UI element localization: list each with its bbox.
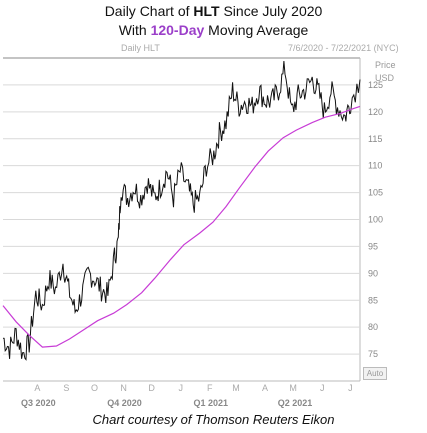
x-axis-ticks: A S O N D J F M A M J J Q3 2020 Q4 2020 Q1 2021 Q2 2021 xyxy=(21,383,353,408)
y-tick-label-95: 95 xyxy=(368,241,378,251)
chart-title-line2: With 120-Day Moving Average xyxy=(118,22,309,38)
series-layer xyxy=(2,61,361,361)
ma-120-line xyxy=(2,105,361,348)
month-tick-1: S xyxy=(63,383,69,393)
month-tick-3: N xyxy=(120,383,127,393)
month-tick-8: A xyxy=(262,383,268,393)
month-tick-2: O xyxy=(91,383,98,393)
ma-label: 120-Day xyxy=(150,22,205,38)
month-tick-5: J xyxy=(178,383,183,393)
y-tick-label-120: 120 xyxy=(368,107,383,117)
month-tick-9: M xyxy=(289,383,297,393)
auto-scale-button[interactable]: Auto xyxy=(363,367,387,380)
series-label: Daily HLT xyxy=(121,43,160,53)
y-axis-ticks: 75 80 85 90 95 100 105 110 115 120 125 xyxy=(368,80,383,359)
y-tick-label-75: 75 xyxy=(368,349,378,359)
y-tick-label-85: 85 xyxy=(368,295,378,305)
y-tick-label-90: 90 xyxy=(368,268,378,278)
y-axis-label-price: Price xyxy=(375,60,396,70)
chart-credit: Chart courtesy of Thomson Reuters Eikon xyxy=(92,412,335,427)
y-tick-label-80: 80 xyxy=(368,322,378,332)
month-tick-11: J xyxy=(348,383,353,393)
y-tick-label-125: 125 xyxy=(368,80,383,90)
y-tick-label-115: 115 xyxy=(368,134,382,144)
y-axis-label-usd: USD xyxy=(375,73,395,83)
quarter-tick-2: Q1 2021 xyxy=(193,398,228,408)
month-tick-6: F xyxy=(207,383,213,393)
y-tick-label-105: 105 xyxy=(368,188,383,198)
quarter-tick-3: Q2 2021 xyxy=(278,398,313,408)
date-range-label: 7/6/2020 - 7/22/2021 (NYC) xyxy=(288,43,399,53)
month-tick-4: D xyxy=(148,383,155,393)
quarter-tick-1: Q4 2020 xyxy=(107,398,142,408)
month-tick-7: M xyxy=(232,383,240,393)
quarter-tick-0: Q3 2020 xyxy=(21,398,56,408)
grid-lines xyxy=(3,57,361,382)
month-tick-0: A xyxy=(34,383,40,393)
chart-title-line1: Daily Chart of HLT Since July 2020 xyxy=(104,3,323,19)
y-tick-label-110: 110 xyxy=(368,161,382,171)
hlt-price-line xyxy=(2,61,361,361)
month-tick-10: J xyxy=(320,383,325,393)
ticker-label: HLT xyxy=(193,3,220,19)
y-tick-label-100: 100 xyxy=(368,215,383,225)
